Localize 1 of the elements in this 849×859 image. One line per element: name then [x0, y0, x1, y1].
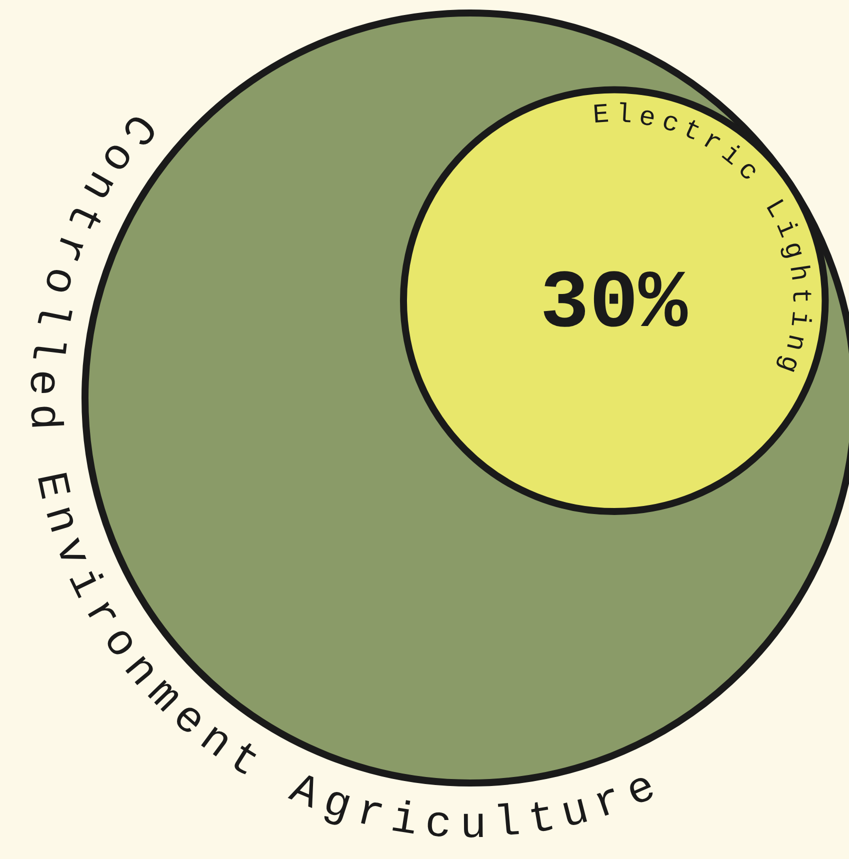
data-label: 30%	[540, 258, 688, 351]
